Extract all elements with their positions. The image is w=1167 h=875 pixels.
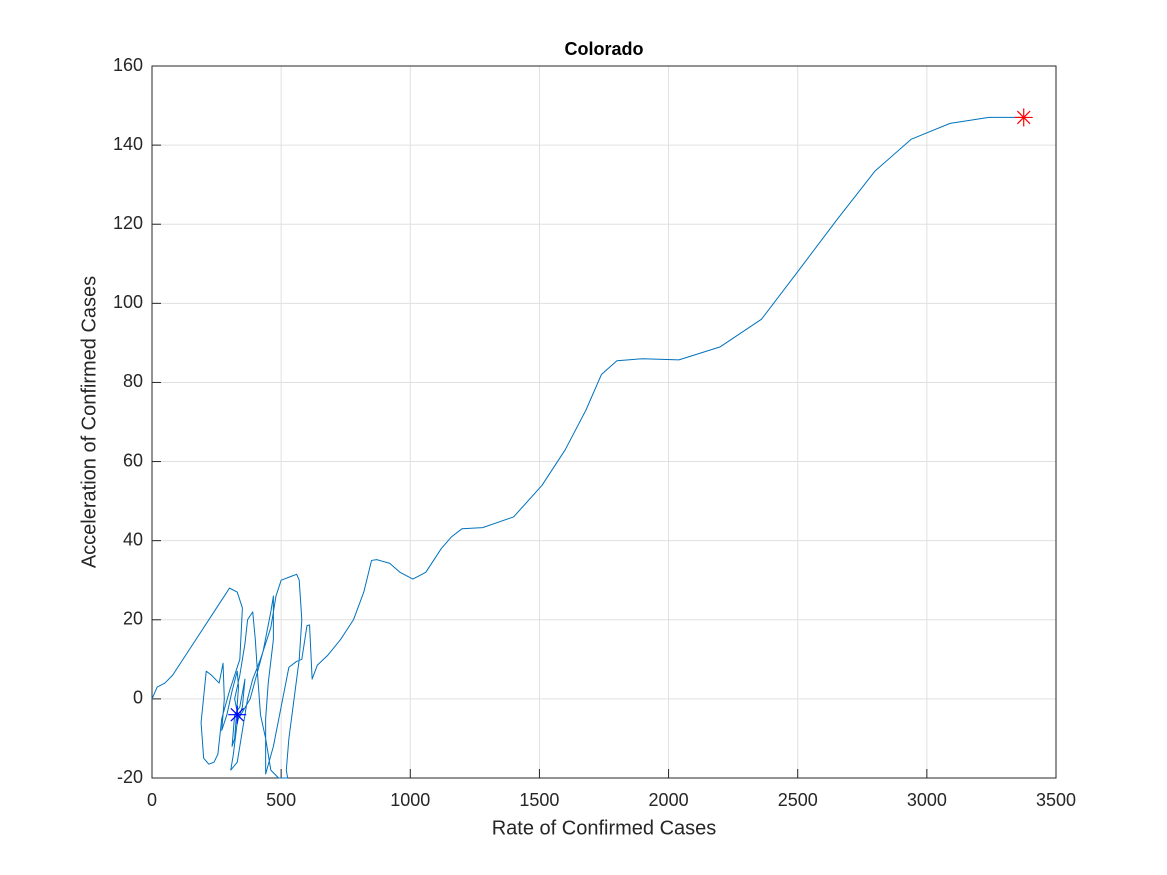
point-marker <box>228 705 247 724</box>
y-tick-label: 160 <box>113 55 143 75</box>
x-tick-label: 2000 <box>649 790 689 810</box>
x-axis-label: Rate of Confirmed Cases <box>492 817 717 839</box>
y-tick-label: -20 <box>117 767 143 787</box>
x-tick-label: 1500 <box>519 790 559 810</box>
x-tick-label: 500 <box>266 790 296 810</box>
y-tick-label: 100 <box>113 292 143 312</box>
x-tick-label: 0 <box>147 790 157 810</box>
y-tick-label: 60 <box>123 450 143 470</box>
x-tick-label: 1000 <box>390 790 430 810</box>
marker-stroke <box>1016 110 1031 125</box>
y-tick-label: 80 <box>123 371 143 391</box>
x-tick-label: 3500 <box>1036 790 1076 810</box>
chart-title: Colorado <box>565 39 644 59</box>
plot-frame <box>151 65 1057 779</box>
data-line <box>151 116 1024 779</box>
y-tick-label: 20 <box>123 609 143 629</box>
point-marker <box>1014 108 1033 127</box>
marker-stroke <box>230 707 245 722</box>
y-tick-label: 0 <box>133 688 143 708</box>
y-tick-label: 40 <box>123 529 143 549</box>
y-axis-label: Acceleration of Confirmed Cases <box>78 276 100 568</box>
x-tick-label: 2500 <box>778 790 818 810</box>
y-tick-label: 140 <box>113 134 143 154</box>
y-tick-label: 120 <box>113 213 143 233</box>
x-tick-label: 3000 <box>907 790 947 810</box>
